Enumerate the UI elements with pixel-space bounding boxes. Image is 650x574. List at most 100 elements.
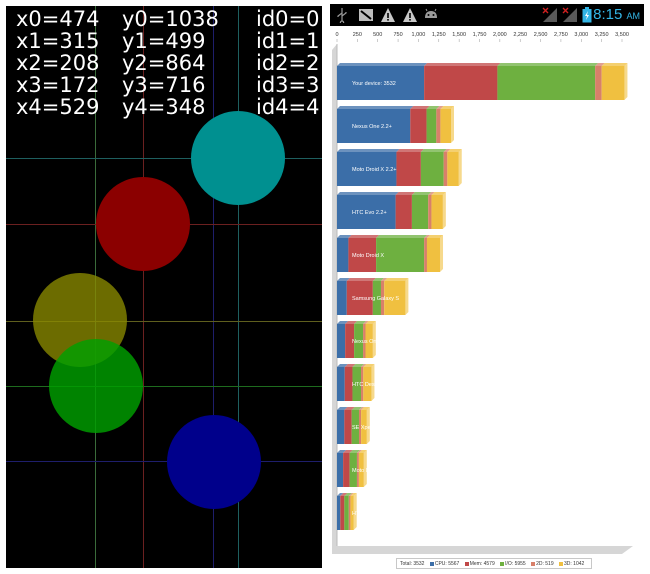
bar-segment-top [376,235,428,238]
bar-segment-side [624,63,628,100]
x-tick-label: 3,250 [595,32,609,38]
bar-category-label: Moto Droid X 2.2+ [352,167,396,173]
x-tick-label: 1,750 [473,32,487,38]
bar-segment-side [405,278,409,315]
x-tick-label: 2,000 [493,32,507,38]
bar-segment [337,281,347,315]
bar-segment-top [372,278,384,281]
bar-segment-top [361,364,367,367]
crosshair-line [6,321,322,322]
bar-segment [376,238,425,272]
bar-segment [343,453,350,487]
bar-segment-top [380,278,388,281]
bar-segment [351,410,359,444]
bar-category-label: Nexus One [352,339,380,345]
x-tick-label: 3,000 [574,32,588,38]
bar-segment [345,324,355,358]
touch-point-1 [96,177,190,271]
id4-readout: id4=4 [256,95,320,119]
bar-segment [411,195,429,229]
touch-point-0 [167,415,261,509]
bar-segment [363,324,366,358]
bar-segment [428,195,432,229]
bar-segment-top [363,364,375,367]
multitouch-test-screen[interactable]: x0=474 x1=315 x2=208 x3=172 x4=529 y0=10… [6,6,322,568]
bar-segment-top [411,192,432,195]
bar-segment [380,281,385,315]
x3-readout: x3=172 [16,73,100,97]
bar-segment [337,367,345,401]
bar-segment-side [371,364,375,401]
screenshot-icon [359,9,373,21]
bar-segment-top [348,493,354,496]
bar-segment-top [384,278,409,281]
chart-legend: Total: 3532 CPU: 5567 Mem: 4579 I/O: 595… [396,558,593,569]
legend-swatch [559,561,563,566]
bar-segment-top [436,106,444,109]
battery-icon [582,7,592,23]
bar-segment-top [365,321,376,324]
bar-segment [344,410,352,444]
bar-segment-top [424,63,501,66]
bar-segment [436,109,441,143]
bar-segment [350,496,354,530]
bar-segment [349,453,357,487]
bar-segment [361,367,364,401]
bar-segment [361,410,367,444]
bar-segment-top [337,407,348,410]
bar-category-label: SE Xperia X10 [352,425,388,431]
x-tick-label: 2,250 [513,32,527,38]
bar-segment [337,152,397,186]
bar-segment [395,195,412,229]
bar-segment-top [363,321,369,324]
bar-category-label: Moto Droid [352,468,379,474]
bar-segment-top [344,364,356,367]
android-icon [425,8,437,18]
touch-point-2 [49,339,143,433]
legend-item-3d: 3D: 1042 [559,559,584,569]
bar-category-label: HTC Magic [352,511,380,517]
bar-category-label: Your device: 3532 [352,81,396,87]
bar-segment-top [424,235,430,238]
bar-segment-top [595,63,605,66]
bar-segment [337,324,346,358]
bar-category-label: Samsung Galaxy S [352,296,399,302]
legend-label: 2D: 519 [536,561,554,567]
legend-item-io: I/O: 5955 [500,559,526,569]
x0-readout: x0=474 [16,7,100,31]
bar-segment [396,152,421,186]
id1-readout: id1=1 [256,29,320,53]
bar-segment [337,66,425,100]
bar-segment [354,324,364,358]
y3-readout: y3=716 [122,73,206,97]
bar-segment [337,453,344,487]
bar-segment-top [337,192,399,195]
id3-readout: id3=3 [256,73,320,97]
crosshair-line [6,386,322,387]
bar-segment [440,109,451,143]
bar-segment [424,66,498,100]
bar-segment-side [372,321,376,358]
bar-segment [365,324,373,358]
bar-segment-top [344,493,352,496]
bar-segment-top [337,493,344,496]
legend-swatch [464,561,469,566]
signal-icon [562,7,577,22]
crosshair-line [213,6,214,568]
bar-segment-side [458,149,462,186]
usb-icon [337,8,347,23]
benchmark-screen: 8:15 AM 0 250 500 750 1,000 1,250 1,500 1,750 2,… [330,4,644,570]
bar-segment [337,410,345,444]
bar-segment-top [337,63,428,66]
bar-segment-side [440,235,444,272]
bar-segment-top [337,278,350,281]
benchmark-bar-chart: 0 250 500 750 1,000 1,250 1,500 1,750 2,000 2,250… [332,32,633,554]
bar-segment [372,281,381,315]
id0-readout: id0=0 [256,7,320,31]
bar-segment-top [426,235,444,238]
bar-segment [443,152,448,186]
bar-segment-top [410,106,430,109]
legend-label: I/O: 5955 [505,561,526,567]
bar-segment [337,238,349,272]
bar-segment-top [337,450,347,453]
